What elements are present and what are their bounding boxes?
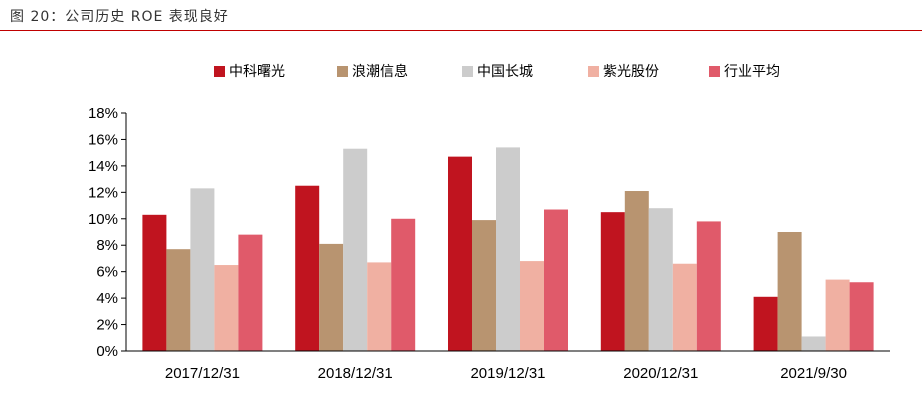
bar bbox=[696, 221, 721, 351]
legend-label: 中科曙光 bbox=[229, 64, 285, 80]
bar bbox=[391, 218, 416, 351]
bar bbox=[214, 265, 239, 351]
y-tick-label: 14% bbox=[88, 158, 118, 175]
legend-swatch bbox=[214, 66, 225, 77]
title-rule bbox=[0, 30, 922, 31]
bar bbox=[238, 234, 263, 351]
bar bbox=[295, 185, 320, 351]
bar bbox=[777, 232, 802, 351]
y-axis: 0% 2% 4% 6% 8% 10% 12% 14% 16% 18% bbox=[88, 105, 127, 360]
x-tick-label: 2021/9/30 bbox=[780, 365, 847, 382]
y-tick-label: 12% bbox=[88, 184, 118, 201]
bars bbox=[142, 147, 874, 351]
y-tick-label: 4% bbox=[96, 290, 118, 307]
legend-swatch bbox=[337, 66, 348, 77]
bar bbox=[343, 148, 368, 351]
y-tick-label: 0% bbox=[96, 343, 118, 360]
bar bbox=[624, 191, 649, 351]
bar bbox=[648, 208, 673, 351]
x-axis: 2017/12/31 2018/12/31 2019/12/31 2020/12/31… bbox=[126, 350, 890, 382]
legend-swatch bbox=[588, 66, 599, 77]
legend-swatch bbox=[709, 66, 720, 77]
bar bbox=[801, 336, 826, 351]
bar bbox=[142, 214, 167, 351]
bar bbox=[520, 261, 544, 351]
bar bbox=[753, 296, 778, 351]
x-tick-label: 2018/12/31 bbox=[318, 365, 393, 382]
x-tick-label: 2020/12/31 bbox=[623, 365, 698, 382]
legend-label: 浪潮信息 bbox=[352, 63, 408, 80]
x-tick-label: 2017/12/31 bbox=[165, 365, 240, 382]
y-tick-label: 8% bbox=[96, 237, 118, 254]
legend-item: 浪潮信息 bbox=[337, 63, 408, 80]
figure-title: 图 20：公司历史 ROE 表现良好 bbox=[10, 9, 229, 25]
y-tick-label: 10% bbox=[88, 211, 118, 228]
bar bbox=[472, 220, 496, 351]
x-tick-label: 2019/12/31 bbox=[470, 365, 545, 382]
legend-label: 紫光股份 bbox=[603, 64, 659, 80]
bar bbox=[166, 249, 191, 351]
legend-item: 紫光股份 bbox=[588, 64, 659, 80]
legend-item: 中科曙光 bbox=[214, 64, 285, 80]
legend-item: 中国长城 bbox=[462, 64, 533, 80]
legend: 中科曙光 浪潮信息 中国长城 紫光股份 行业平均 bbox=[214, 63, 780, 80]
bar bbox=[448, 156, 472, 351]
legend-item: 行业平均 bbox=[709, 64, 780, 80]
legend-swatch bbox=[462, 66, 473, 77]
y-tick-label: 6% bbox=[96, 264, 118, 281]
bar bbox=[190, 188, 215, 351]
bar bbox=[600, 212, 625, 351]
bar bbox=[367, 262, 392, 351]
bar bbox=[544, 209, 568, 351]
bar bbox=[825, 279, 850, 351]
bar bbox=[849, 282, 874, 351]
bar bbox=[672, 263, 697, 351]
bar bbox=[319, 243, 344, 351]
y-tick-label: 18% bbox=[88, 105, 118, 122]
legend-label: 中国长城 bbox=[477, 64, 533, 80]
y-tick-label: 16% bbox=[88, 131, 118, 148]
y-tick-label: 2% bbox=[96, 317, 118, 334]
legend-label: 行业平均 bbox=[724, 64, 780, 80]
bar bbox=[496, 147, 520, 351]
